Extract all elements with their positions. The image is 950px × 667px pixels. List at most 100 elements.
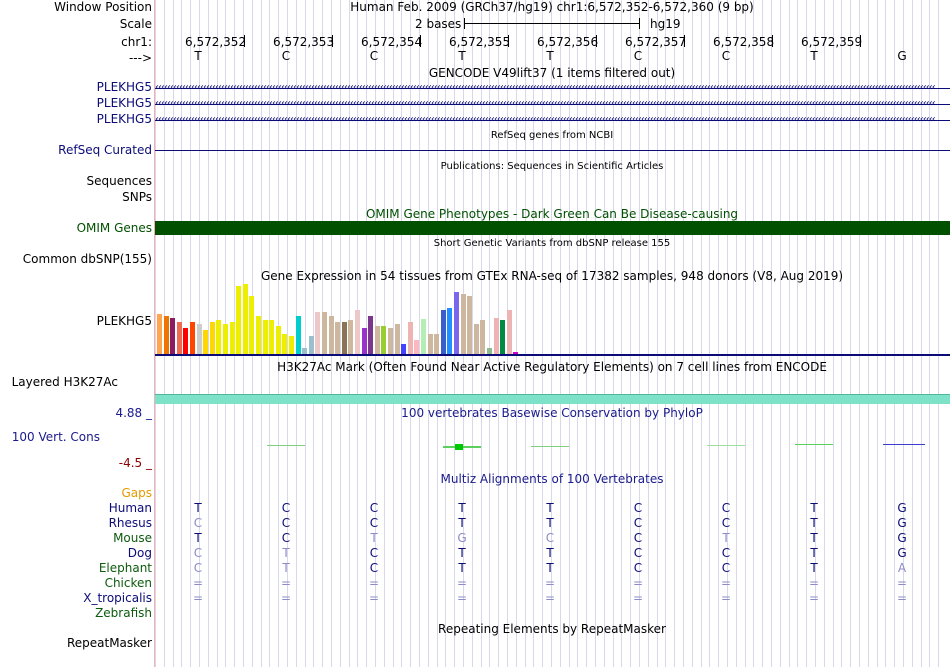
gencode-label-2[interactable]: PLEKHG5 <box>96 96 152 110</box>
gtex-tissue-bar[interactable] <box>176 322 182 354</box>
gtex-tissue-bar[interactable] <box>427 334 433 354</box>
gridline <box>515 0 517 667</box>
alignment-base: = <box>896 576 908 590</box>
gtex-tissue-bar[interactable] <box>335 322 341 354</box>
gtex-tissue-bar[interactable] <box>473 324 479 354</box>
refseq-title: RefSeq genes from NCBI <box>490 130 614 141</box>
gtex-tissue-bar[interactable] <box>401 344 407 354</box>
gtex-tissue-bar[interactable] <box>157 314 162 354</box>
gtex-tissue-bar[interactable] <box>487 348 492 354</box>
phylop-signal-6 <box>795 444 833 445</box>
gencode-transcript-2[interactable]: ‹‹‹‹‹‹‹‹‹‹‹‹‹‹‹‹‹‹‹‹‹‹‹‹‹‹‹‹‹‹‹‹‹‹‹‹‹‹‹‹… <box>155 98 950 110</box>
gtex-tissue-bar[interactable] <box>282 334 288 354</box>
gtex-tissue-bar[interactable] <box>262 320 268 354</box>
gencode-line-1 <box>155 88 950 89</box>
gtex-tissue-bar[interactable] <box>190 322 195 354</box>
gtex-tissue-bar[interactable] <box>216 320 222 354</box>
gtex-tissue-bar[interactable] <box>434 334 440 354</box>
gtex-bar-chart[interactable] <box>155 284 535 354</box>
gtex-tissue-bar[interactable] <box>328 316 334 354</box>
refseq-label[interactable]: RefSeq Curated <box>58 143 152 157</box>
gtex-tissue-bar[interactable] <box>295 316 301 354</box>
gtex-tissue-bar[interactable] <box>460 294 466 354</box>
gtex-tissue-bar[interactable] <box>467 296 473 354</box>
gtex-tissue-bar[interactable] <box>196 324 202 354</box>
gtex-tissue-bar[interactable] <box>506 310 512 354</box>
gtex-tissue-bar[interactable] <box>407 322 413 354</box>
gtex-tissue-bar[interactable] <box>454 292 459 354</box>
gtex-tissue-bar[interactable] <box>236 286 242 354</box>
gtex-tissue-bar[interactable] <box>341 322 347 354</box>
gtex-tissue-bar[interactable] <box>275 326 281 354</box>
gencode-transcript-3[interactable]: ‹‹‹‹‹‹‹‹‹‹‹‹‹‹‹‹‹‹‹‹‹‹‹‹‹‹‹‹‹‹‹‹‹‹‹‹‹‹‹‹… <box>155 114 950 126</box>
gridline <box>639 0 640 667</box>
gtex-tissue-bar[interactable] <box>315 312 321 354</box>
gtex-tissue-bar[interactable] <box>414 340 420 354</box>
gridline <box>876 0 878 667</box>
gtex-tissue-bar[interactable] <box>302 348 308 354</box>
species-label-zebrafish[interactable]: Zebrafish <box>95 606 152 620</box>
gtex-tissue-bar[interactable] <box>308 336 314 354</box>
gtex-tissue-bar[interactable] <box>368 316 374 354</box>
gtex-tissue-bar[interactable] <box>355 310 360 354</box>
track-data-area[interactable]: Human Feb. 2009 (GRCh37/hg19) chr1:6,572… <box>155 0 950 667</box>
gencode-transcript-1[interactable]: ‹‹‹‹‹‹‹‹‹‹‹‹‹‹‹‹‹‹‹‹‹‹‹‹‹‹‹‹‹‹‹‹‹‹‹‹‹‹‹‹… <box>155 82 950 94</box>
species-label-elephant[interactable]: Elephant <box>98 561 152 575</box>
gtex-tissue-bar[interactable] <box>447 308 453 354</box>
gtex-tissue-bar[interactable] <box>421 319 426 354</box>
gtex-tissue-bar[interactable] <box>269 320 275 354</box>
gtex-tissue-bar[interactable] <box>374 326 380 354</box>
phylop-label[interactable]: 100 Vert. Cons <box>11 430 100 444</box>
gtex-tissue-bar[interactable] <box>500 320 506 354</box>
gridline <box>366 0 368 667</box>
gtex-tissue-bar[interactable] <box>493 318 499 354</box>
species-label-human[interactable]: Human <box>108 501 152 515</box>
gtex-tissue-bar[interactable] <box>361 328 367 354</box>
omim-label[interactable]: OMIM Genes <box>76 221 152 235</box>
gtex-tissue-bar[interactable] <box>394 324 400 354</box>
species-label-rhesus[interactable]: Rhesus <box>108 516 152 530</box>
h3k27ac-signal[interactable] <box>155 394 950 404</box>
gtex-tissue-bar[interactable] <box>256 316 261 354</box>
gtex-tissue-bar[interactable] <box>249 296 255 354</box>
gtex-tissue-bar[interactable] <box>388 328 393 354</box>
gtex-tissue-bar[interactable] <box>289 336 294 354</box>
ruler-position-label: 6,572,354 <box>361 35 423 49</box>
alignment-base: = <box>192 576 204 590</box>
gtex-tissue-bar[interactable] <box>480 320 486 354</box>
minus-strand-arrows: ‹‹‹‹‹‹‹‹‹‹‹‹‹‹‹‹‹‹‹‹‹‹‹‹‹‹‹‹‹‹‹‹‹‹‹‹‹‹‹‹… <box>155 98 936 109</box>
alignment-base: C <box>545 531 555 545</box>
snps-label[interactable]: SNPs <box>122 190 152 204</box>
gtex-tissue-bar[interactable] <box>513 352 519 354</box>
gtex-tissue-bar[interactable] <box>209 322 215 354</box>
gridline <box>471 0 473 667</box>
gtex-tissue-bar[interactable] <box>223 324 228 354</box>
gtex-tissue-bar[interactable] <box>348 320 354 354</box>
gencode-line-3 <box>155 120 950 121</box>
alignment-base: C <box>369 501 379 515</box>
refseq-gene-line[interactable] <box>155 150 950 151</box>
gtex-tissue-bar[interactable] <box>440 310 446 354</box>
gtex-tissue-bar[interactable] <box>163 316 169 354</box>
species-label-chicken[interactable]: Chicken <box>104 576 152 590</box>
species-label-mouse[interactable]: Mouse <box>113 531 152 545</box>
h3k27ac-label[interactable]: Layered H3K27Ac <box>11 375 118 389</box>
gtex-tissue-bar[interactable] <box>183 328 189 354</box>
gtex-gene-label[interactable]: PLEKHG5 <box>96 314 152 328</box>
omim-gene-bar[interactable] <box>155 221 950 235</box>
gencode-label-3[interactable]: PLEKHG5 <box>96 112 152 126</box>
species-label-x_tropicalis[interactable]: X_tropicalis <box>83 591 152 605</box>
sequences-label[interactable]: Sequences <box>86 174 152 188</box>
gtex-tissue-bar[interactable] <box>322 312 327 354</box>
gtex-tissue-bar[interactable] <box>229 322 235 354</box>
minus-strand-arrows: ‹‹‹‹‹‹‹‹‹‹‹‹‹‹‹‹‹‹‹‹‹‹‹‹‹‹‹‹‹‹‹‹‹‹‹‹‹‹‹‹… <box>155 114 936 125</box>
dbsnp-label[interactable]: Common dbSNP(155) <box>22 252 152 266</box>
ruler-position-label: 6,572,357 <box>625 35 687 49</box>
gtex-tissue-bar[interactable] <box>170 318 176 354</box>
gtex-tissue-bar[interactable] <box>203 330 209 354</box>
repeatmasker-label[interactable]: RepeatMasker <box>66 636 152 650</box>
gencode-label-1[interactable]: PLEKHG5 <box>96 80 152 94</box>
species-label-dog[interactable]: Dog <box>127 546 152 560</box>
gtex-tissue-bar[interactable] <box>242 284 248 354</box>
gtex-tissue-bar[interactable] <box>381 326 387 354</box>
